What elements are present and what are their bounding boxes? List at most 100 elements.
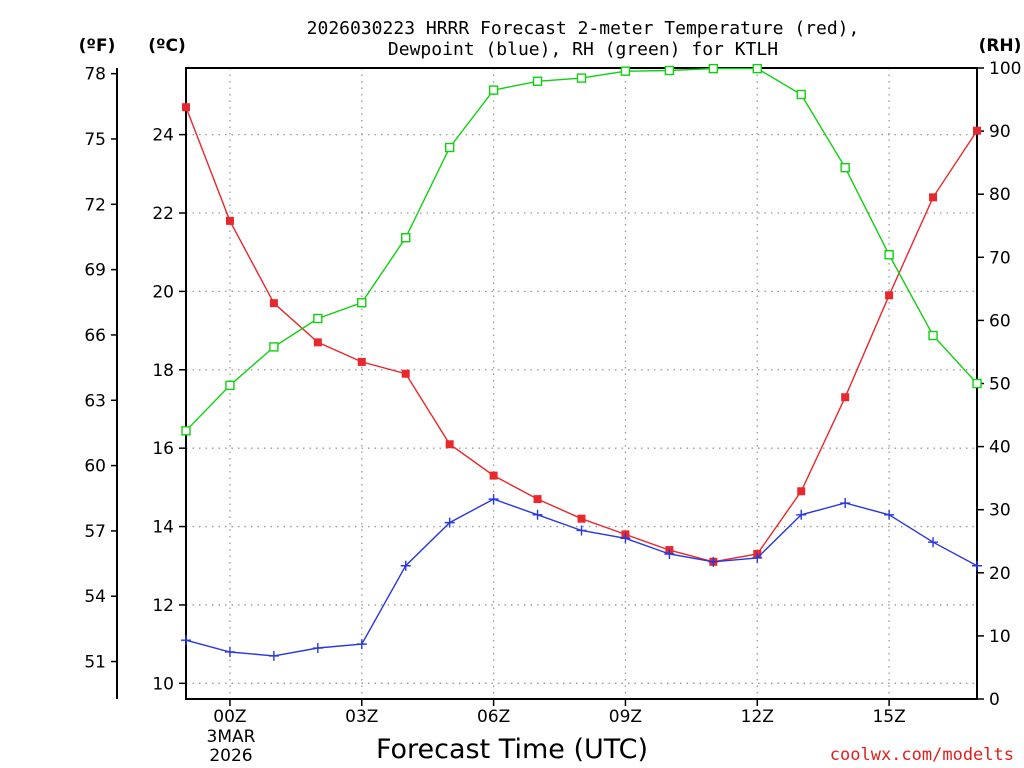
date-label-year: 2026	[209, 746, 252, 766]
celsius-tick-label: 10	[152, 674, 174, 694]
rh-point	[840, 162, 850, 173]
rh-point	[401, 233, 411, 243]
temperature-point	[973, 126, 981, 135]
rh-point	[928, 330, 938, 341]
data-series	[181, 63, 982, 661]
fahrenheit-tick-label: 60	[84, 457, 106, 477]
rh-tick-label: 30	[989, 501, 1011, 521]
fahrenheit-tick-label: 72	[84, 195, 106, 215]
rh-tick-label: 50	[989, 375, 1011, 395]
dewpoint-point	[928, 537, 939, 548]
dewpoint-point	[181, 635, 191, 646]
temperature-point	[885, 291, 894, 300]
celsius-tick-label: 24	[152, 126, 174, 146]
tick-labels: 00Z 03Z 06Z 09Z 12Z 15Z 10 12 14 16 18 20 22 24 51 54 57…	[84, 59, 1021, 727]
rh-point	[225, 380, 235, 391]
rh-line	[185, 67, 978, 432]
temperature-point	[182, 103, 190, 112]
celsius-tick-label: 18	[152, 361, 174, 381]
temperature-point	[445, 440, 454, 449]
rh-point	[884, 250, 894, 260]
rh-point	[181, 426, 191, 436]
fahrenheit-tick-label: 78	[84, 65, 106, 85]
rh-point	[620, 66, 631, 76]
x-tick-label: 15Z	[872, 707, 905, 727]
plot-frame	[185, 67, 978, 700]
rh-point	[269, 342, 279, 352]
rh-point	[357, 298, 367, 308]
x-tick-label: 06Z	[477, 707, 510, 727]
rh-point	[796, 89, 806, 100]
dewpoint-point	[752, 552, 763, 563]
rh-point	[532, 76, 543, 86]
date-label-day: 3MAR	[207, 727, 256, 747]
dewpoint-point	[488, 494, 499, 505]
rh-point	[664, 65, 675, 76]
rh-unit-label: (RH)	[979, 36, 1022, 56]
fahrenheit-tick-label: 51	[84, 653, 106, 673]
rh-point	[972, 378, 982, 389]
rh-tick-label: 20	[989, 564, 1011, 584]
fahrenheit-tick-label: 54	[84, 587, 106, 607]
rh-tick-label: 0	[989, 690, 1000, 710]
axes	[111, 67, 984, 706]
celsius-tick-label: 12	[152, 596, 174, 616]
rh-tick-label: 40	[989, 438, 1011, 458]
dewpoint-point	[708, 556, 719, 567]
dewpoint-point	[576, 525, 587, 536]
fahrenheit-unit-label: (ºF)	[79, 36, 116, 56]
dewpoint-point	[400, 560, 411, 571]
x-tick-label: 09Z	[609, 707, 642, 727]
temperature-point	[225, 216, 234, 225]
dewpoint-point	[664, 548, 675, 559]
rh-point	[313, 313, 323, 324]
rh-tick-label: 60	[989, 311, 1011, 331]
temperature-line	[185, 106, 978, 563]
celsius-tick-label: 16	[152, 439, 174, 459]
celsius-tick-label: 22	[152, 204, 174, 224]
grid	[186, 68, 977, 699]
dewpoint-point	[312, 643, 323, 654]
temperature-point	[489, 471, 498, 480]
dewpoint-point	[268, 650, 279, 661]
temperature-point	[841, 393, 850, 402]
dewpoint-point	[884, 509, 895, 520]
temperature-point	[533, 495, 542, 504]
rh-point	[576, 73, 587, 83]
fahrenheit-tick-label: 75	[84, 130, 106, 150]
x-tick-label: 00Z	[213, 707, 246, 727]
celsius-unit-label: (ºC)	[148, 36, 186, 56]
fahrenheit-tick-label: 63	[84, 391, 106, 411]
rh-tick-label: 70	[989, 248, 1011, 268]
celsius-tick-label: 14	[152, 518, 174, 538]
rh-tick-label: 90	[989, 122, 1011, 142]
temperature-point	[797, 487, 806, 496]
rh-point	[708, 63, 719, 74]
credit-link[interactable]: coolwx.com/modelts	[830, 745, 1014, 765]
x-tick-label: 03Z	[345, 707, 378, 727]
dewpoint-point	[444, 517, 455, 528]
celsius-tick-label: 20	[152, 282, 174, 302]
dewpoint-point	[840, 498, 851, 509]
temperature-point	[269, 299, 278, 308]
x-axis-label: Forecast Time (UTC)	[376, 734, 648, 765]
temperature-point	[357, 357, 366, 366]
rh-point	[444, 142, 455, 153]
temperature-point	[401, 369, 410, 378]
dewpoint-point	[224, 646, 235, 657]
dewpoint-point	[356, 639, 367, 650]
chart-title-line2: Dewpoint (blue), RH (green) for KTLH	[388, 39, 778, 60]
x-tick-label: 12Z	[741, 707, 774, 727]
dewpoint-point	[532, 509, 543, 520]
temperature-point	[313, 338, 322, 347]
rh-point	[752, 63, 762, 74]
temperature-point	[577, 514, 586, 523]
rh-tick-label: 10	[989, 627, 1011, 647]
chart-title-line1: 2026030223 HRRR Forecast 2-meter Tempera…	[307, 18, 860, 39]
rh-tick-label: 100	[989, 59, 1021, 79]
dewpoint-point	[620, 533, 631, 544]
temperature-point	[929, 193, 938, 202]
fahrenheit-tick-label: 57	[84, 522, 106, 542]
fahrenheit-tick-label: 66	[84, 326, 106, 346]
